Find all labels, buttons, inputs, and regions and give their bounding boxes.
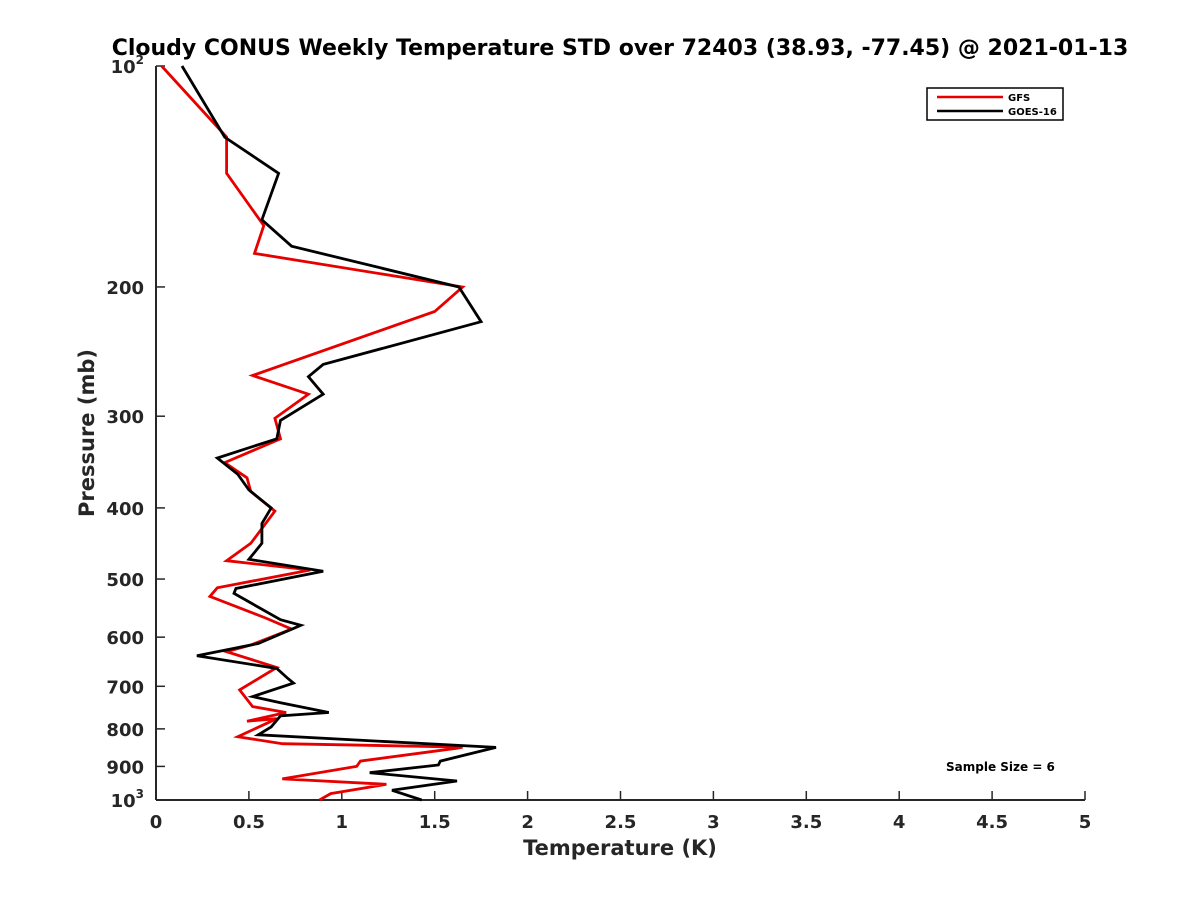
chart-title: Cloudy CONUS Weekly Temperature STD over… <box>112 36 1129 61</box>
x-axis-label: Temperature (K) <box>523 836 717 860</box>
x-tick-label: 3.5 <box>790 812 822 833</box>
sample-size-annotation: Sample Size = 6 <box>946 760 1055 774</box>
y-tick-label: 700 <box>106 677 144 698</box>
legend-label-goes16: GOES-16 <box>1008 107 1057 118</box>
y-tick-label: 102 <box>111 53 144 78</box>
x-tick-label: 3 <box>707 812 720 833</box>
y-tick-label: 500 <box>106 570 144 591</box>
legend-label-gfs: GFS <box>1008 93 1030 104</box>
x-tick-label: 0 <box>150 812 163 833</box>
x-tick-label: 5 <box>1079 812 1092 833</box>
x-tick-label: 2 <box>521 812 534 833</box>
y-tick-label: 200 <box>106 278 144 299</box>
legend: GFS GOES-16 <box>926 87 1064 121</box>
series-line-gfs <box>160 65 466 802</box>
y-tick-label: 900 <box>106 757 144 778</box>
y-tick-label: 800 <box>106 720 144 741</box>
x-ticks: 0 0.5 1 1.5 2 2.5 3 3.5 4 4.5 5 <box>150 791 1092 833</box>
x-tick-label: 0.5 <box>233 812 265 833</box>
y-tick-label: 103 <box>111 787 144 812</box>
y-ticks: 102 200 300 400 500 600 700 800 900 103 <box>106 53 165 812</box>
legend-box <box>926 87 1064 121</box>
x-tick-label: 4.5 <box>976 812 1008 833</box>
x-tick-label: 1.5 <box>419 812 451 833</box>
y-tick-label: 600 <box>106 628 144 649</box>
series-layer <box>160 65 497 802</box>
y-tick-label: 400 <box>106 499 144 520</box>
x-tick-label: 2.5 <box>605 812 637 833</box>
x-tick-label: 4 <box>893 812 906 833</box>
y-tick-label: 300 <box>106 407 144 428</box>
y-axis-label: Pressure (mb) <box>75 349 99 517</box>
series-line-goes16 <box>180 65 497 802</box>
x-tick-label: 1 <box>336 812 349 833</box>
